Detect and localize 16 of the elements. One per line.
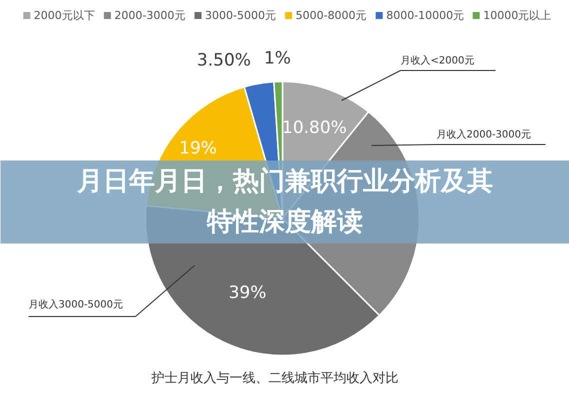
legend-label: 5000-8000元 (296, 9, 367, 22)
text: 月收入3000-5000元 (28, 298, 124, 310)
legend-label: 2000元以下 (34, 9, 95, 22)
legend-label: 2000-3000元 (114, 9, 186, 22)
legend-label: 3000-5000元 (205, 9, 276, 22)
text: 月收入2000-3000元 (436, 128, 532, 140)
legend-label: 10000元以上 (483, 9, 552, 22)
legend-label: 8000-10000元 (386, 9, 464, 22)
data-label: 1% (264, 48, 291, 68)
data-label: 10.80% (282, 118, 347, 138)
data-label: 39% (228, 282, 266, 303)
data-label: 3.50% (196, 50, 251, 71)
data-label: 19% (179, 138, 217, 159)
text: 护士月收入与一线、二线城市平均收入对比 (150, 371, 398, 386)
text: 月日年月日，热门兼职行业分析及其特性深度解读 (76, 166, 493, 237)
text: 月收入<2000元 (400, 54, 474, 66)
